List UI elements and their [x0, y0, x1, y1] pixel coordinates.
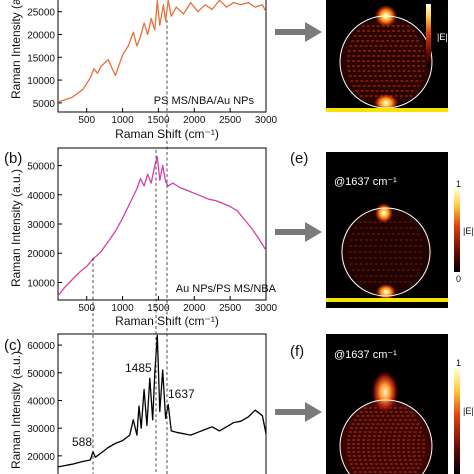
colorbar-label-f: |E| — [463, 406, 474, 416]
peak-label-588: 588 — [72, 435, 92, 449]
substrate-e — [326, 298, 448, 302]
x-tick-label-a: 3000 — [255, 115, 278, 126]
x-tick-label-a: 2000 — [183, 115, 206, 126]
y-tick-label-b: 20000 — [27, 249, 55, 260]
panel-b: (b) 10000 20000 30000 40000 50000 500 1000 1500… — [4, 147, 278, 328]
x-tick-label-a: 1500 — [147, 115, 170, 126]
peak-label-1485: 1485 — [125, 361, 152, 375]
x-tick-label-a: 1000 — [111, 115, 134, 126]
x-tick-label-b: 2000 — [183, 303, 206, 314]
ticks-b: 10000 20000 30000 40000 50000 500 1000 1500 2000… — [27, 162, 277, 314]
field-map-e: @1637 cm⁻¹ |E| 1 0 (e) — [290, 150, 474, 308]
colorbar-max-f: 1 — [456, 358, 461, 368]
arrow-a — [275, 22, 322, 42]
field-map-d: |E| — [326, 0, 448, 112]
plot-frame-a — [57, 0, 267, 113]
inset-label-b: Au NPs/PS MS/NBA — [176, 283, 277, 295]
sphere-outline-f — [339, 399, 433, 474]
y-tick-label-b: 10000 — [27, 278, 55, 289]
y-tick-label-b: 50000 — [27, 162, 55, 173]
colorbar-e — [454, 188, 460, 272]
colorbar-min-e: 0 — [456, 274, 461, 284]
y-tick-label-a: 10000 — [27, 76, 55, 87]
series-line-b — [57, 156, 267, 297]
colorbar-label-d: |E| — [437, 32, 448, 42]
y-axis-label-c: Raman Intensity (a.u.) — [9, 351, 23, 469]
y-tick-label-a: 25000 — [27, 8, 55, 19]
colorbar-max-e: 1 — [456, 179, 461, 189]
y-tick-label-a: 20000 — [27, 30, 55, 41]
y-tick-label-c: 60000 — [27, 341, 55, 352]
panel-letter-c: (c) — [4, 337, 22, 354]
x-axis-label-b: Raman Shift (cm⁻¹) — [115, 314, 219, 328]
colorbar-d — [426, 4, 431, 68]
caption-f: @1637 cm⁻¹ — [334, 349, 397, 361]
y-tick-label-a: 15000 — [27, 53, 55, 64]
series-line-a — [57, 0, 267, 103]
panel-letter-f: (f) — [290, 343, 304, 360]
inset-label-a: PS MS/NBA/Au NPs — [154, 95, 255, 107]
guide-lines — [92, 20, 168, 474]
y-axis-label-a: Raman Intensity (a.u.) — [9, 0, 23, 99]
panel-letter-b: (b) — [4, 150, 22, 167]
arrows — [275, 22, 322, 422]
x-axis-label-a: Raman Shift (cm⁻¹) — [115, 127, 219, 141]
hotspot-bottom-d — [374, 94, 398, 110]
peak-label-1637: 1637 — [168, 387, 195, 401]
focus-glow-f — [371, 370, 399, 414]
field-map-f: @1637 cm⁻¹ |E| 1 (f) — [290, 334, 474, 474]
field-interior-d — [340, 18, 432, 106]
arrow-b — [275, 222, 322, 242]
x-tick-label-b: 500 — [78, 303, 95, 314]
series-a — [57, 0, 267, 103]
x-tick-label-b: 1500 — [147, 303, 170, 314]
panel-letter-e: (e) — [290, 150, 308, 167]
sphere-outline-e — [341, 207, 431, 297]
substrate-d — [326, 108, 448, 112]
x-tick-label-b: 3000 — [255, 303, 278, 314]
y-tick-label-c: 40000 — [27, 396, 55, 407]
hotspot-bottom-e — [376, 284, 396, 300]
x-tick-label-a: 2500 — [219, 115, 242, 126]
plot-frame-c — [57, 333, 267, 474]
y-axis-label-b: Raman Intensity (a.u.) — [9, 169, 23, 287]
x-tick-label-b: 1000 — [111, 303, 134, 314]
arrow-c — [275, 402, 322, 422]
caption-e: @1637 cm⁻¹ — [334, 176, 397, 188]
y-tick-label-c: 50000 — [27, 369, 55, 380]
y-tick-label-b: 30000 — [27, 220, 55, 231]
colorbar-f — [454, 368, 460, 474]
ticks-a: 5000 10000 15000 20000 25000 500 1000 1500 2000 2… — [27, 8, 277, 126]
x-tick-label-a: 500 — [78, 115, 95, 126]
series-b — [57, 156, 267, 297]
y-tick-label-c: 20000 — [27, 452, 55, 463]
hotspot-top-e — [375, 203, 393, 223]
y-tick-label-c: 30000 — [27, 424, 55, 435]
y-tick-label-a: 5000 — [33, 99, 56, 110]
panel-c: (c) 20000 30000 40000 50000 60000 588 1485 1… — [4, 333, 267, 474]
colorbar-label-e: |E| — [463, 226, 474, 236]
x-tick-label-b: 2500 — [219, 303, 242, 314]
fringes-e — [348, 221, 424, 283]
y-tick-label-b: 40000 — [27, 191, 55, 202]
panel-a: 5000 10000 15000 20000 25000 500 1000 1500 2000 2… — [9, 0, 278, 141]
ticks-c: 20000 30000 40000 50000 60000 — [27, 341, 62, 463]
